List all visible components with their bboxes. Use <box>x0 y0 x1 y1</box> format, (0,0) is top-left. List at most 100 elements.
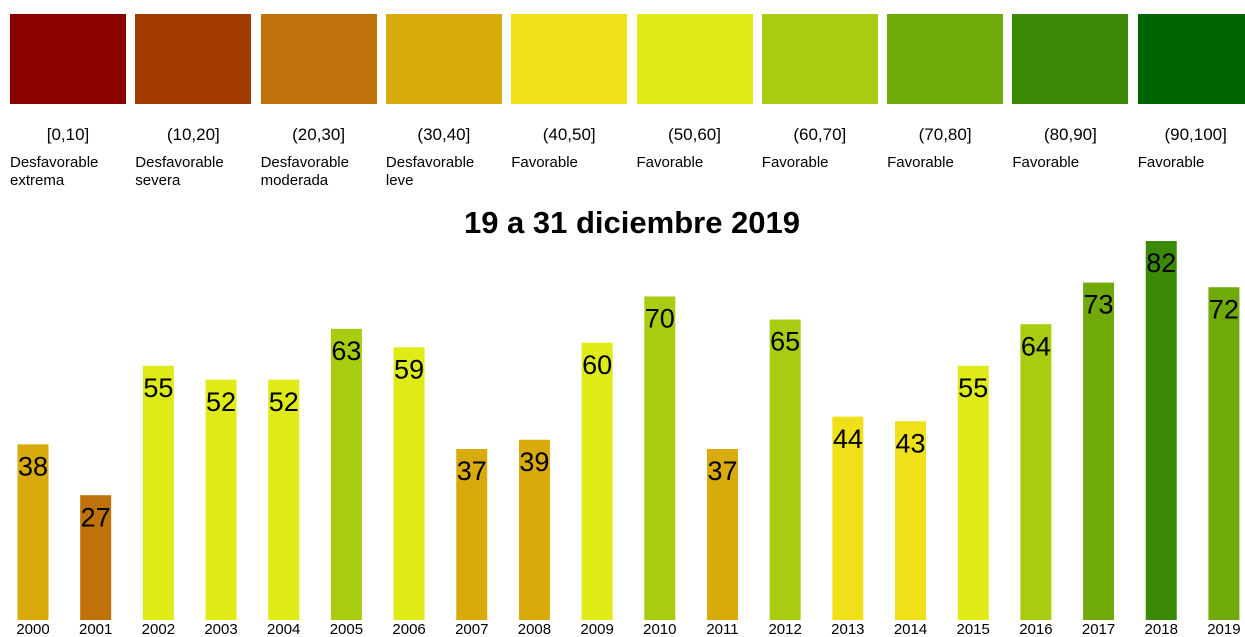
value-label: 72 <box>1209 294 1239 324</box>
legend-range: (90,100] <box>1164 125 1227 144</box>
bar <box>706 448 738 620</box>
value-label: 59 <box>394 354 424 384</box>
x-tick-label: 2012 <box>768 621 801 637</box>
legend-item: (20,30] Desfavorable moderada <box>260 14 377 190</box>
legend-range: (80,90] <box>1043 125 1097 144</box>
bar <box>1145 241 1177 620</box>
x-tick-label: 2011 <box>706 621 738 637</box>
x-tick-label: 2002 <box>142 621 175 637</box>
x-tick-label: 2008 <box>518 621 551 637</box>
legend-item: (60,70] Favorable <box>761 14 878 172</box>
legend-label: Desfavorable moderada <box>260 154 349 189</box>
legend-label: Desfavorable leve <box>385 154 475 189</box>
legend-item: (70,80] Favorable <box>887 14 1004 172</box>
legend-range: (60,70] <box>793 125 847 144</box>
bar <box>895 421 927 620</box>
value-label: 27 <box>81 502 111 532</box>
value-label: 38 <box>18 451 48 481</box>
value-label: 82 <box>1146 248 1176 278</box>
bar <box>644 296 676 620</box>
bar <box>832 416 864 620</box>
value-label: 43 <box>895 428 925 458</box>
bar <box>268 379 300 620</box>
bar <box>957 365 989 620</box>
legend-label: Favorable <box>1012 154 1080 171</box>
x-tick-label: 2016 <box>1019 621 1052 637</box>
x-tick-label: 2004 <box>267 621 300 637</box>
legend: [0,10] Desfavorable extrema (10,20] Desfavo… <box>0 0 1245 210</box>
value-label: 73 <box>1084 290 1114 320</box>
legend-swatch <box>511 14 628 104</box>
value-label: 64 <box>1021 331 1051 361</box>
bar <box>1208 287 1240 620</box>
x-tick-label: 2000 <box>16 621 49 637</box>
bar <box>205 379 237 620</box>
bar <box>518 439 550 620</box>
x-tick-label: 2010 <box>643 621 676 637</box>
x-tick-label: 2001 <box>79 621 112 637</box>
bar <box>17 444 49 620</box>
value-label: 65 <box>770 327 800 357</box>
bar <box>330 328 362 620</box>
legend-label: Desfavorable severa <box>135 154 224 189</box>
legend-range: (20,30] <box>292 125 346 144</box>
legend-range: [0,10] <box>46 125 90 144</box>
bar <box>142 365 174 620</box>
legend-label: Favorable <box>761 154 829 171</box>
legend-item: (30,40] Desfavorable leve <box>385 14 502 190</box>
bar <box>1083 282 1115 620</box>
legend-label: Desfavorable extrema <box>10 154 99 189</box>
x-tick-label: 2006 <box>392 621 425 637</box>
x-tick-label: 2007 <box>455 621 488 637</box>
value-label: 39 <box>519 447 549 477</box>
legend-item: (40,50] Favorable <box>511 14 628 172</box>
value-label: 52 <box>206 387 236 417</box>
value-label: 55 <box>143 373 173 403</box>
value-label: 60 <box>582 350 612 380</box>
chart-title: 19 a 31 diciembre 2019 <box>464 205 800 240</box>
value-label: 70 <box>645 304 675 334</box>
legend-range: (70,80] <box>918 125 972 144</box>
legend-swatch <box>636 14 753 104</box>
bar <box>393 347 425 620</box>
legend-swatch <box>135 14 252 104</box>
x-tick-label: 2018 <box>1145 621 1178 637</box>
bar <box>80 495 112 620</box>
legend-label: Favorable <box>636 154 704 171</box>
legend-swatch <box>1012 14 1129 104</box>
x-tick-label: 2003 <box>204 621 237 637</box>
x-tick-label: 2019 <box>1207 621 1240 637</box>
legend-label: Favorable <box>887 154 954 171</box>
bar <box>769 319 801 620</box>
legend-item: [0,10] Desfavorable extrema <box>10 14 126 190</box>
legend-item: (90,100] Favorable <box>1137 14 1245 172</box>
legend-range: (30,40] <box>417 125 471 144</box>
bar <box>1020 324 1052 620</box>
value-label: 37 <box>457 456 487 486</box>
legend-item: (80,90] Favorable <box>1012 14 1129 172</box>
value-label: 55 <box>958 373 988 403</box>
x-tick-label: 2013 <box>831 621 864 637</box>
legend-swatch <box>385 14 502 104</box>
x-tick-label: 2009 <box>580 621 613 637</box>
value-label: 44 <box>833 424 863 454</box>
legend-swatch <box>761 14 878 104</box>
x-tick-label: 2005 <box>330 621 363 637</box>
value-label: 37 <box>707 456 737 486</box>
x-tick-label: 2014 <box>894 621 927 637</box>
legend-swatch <box>1137 14 1245 104</box>
legend-swatch <box>260 14 377 104</box>
legend-range: (10,20] <box>166 125 220 144</box>
x-tick-label: 2017 <box>1082 621 1115 637</box>
x-tick-label: 2015 <box>957 621 990 637</box>
legend-label: Favorable <box>1137 154 1205 171</box>
bar <box>581 342 613 620</box>
legend-swatch <box>10 14 126 104</box>
value-label: 52 <box>269 387 299 417</box>
legend-label: Favorable <box>511 154 578 171</box>
bar <box>456 448 488 620</box>
legend-swatch <box>887 14 1004 104</box>
value-label: 63 <box>331 336 361 366</box>
